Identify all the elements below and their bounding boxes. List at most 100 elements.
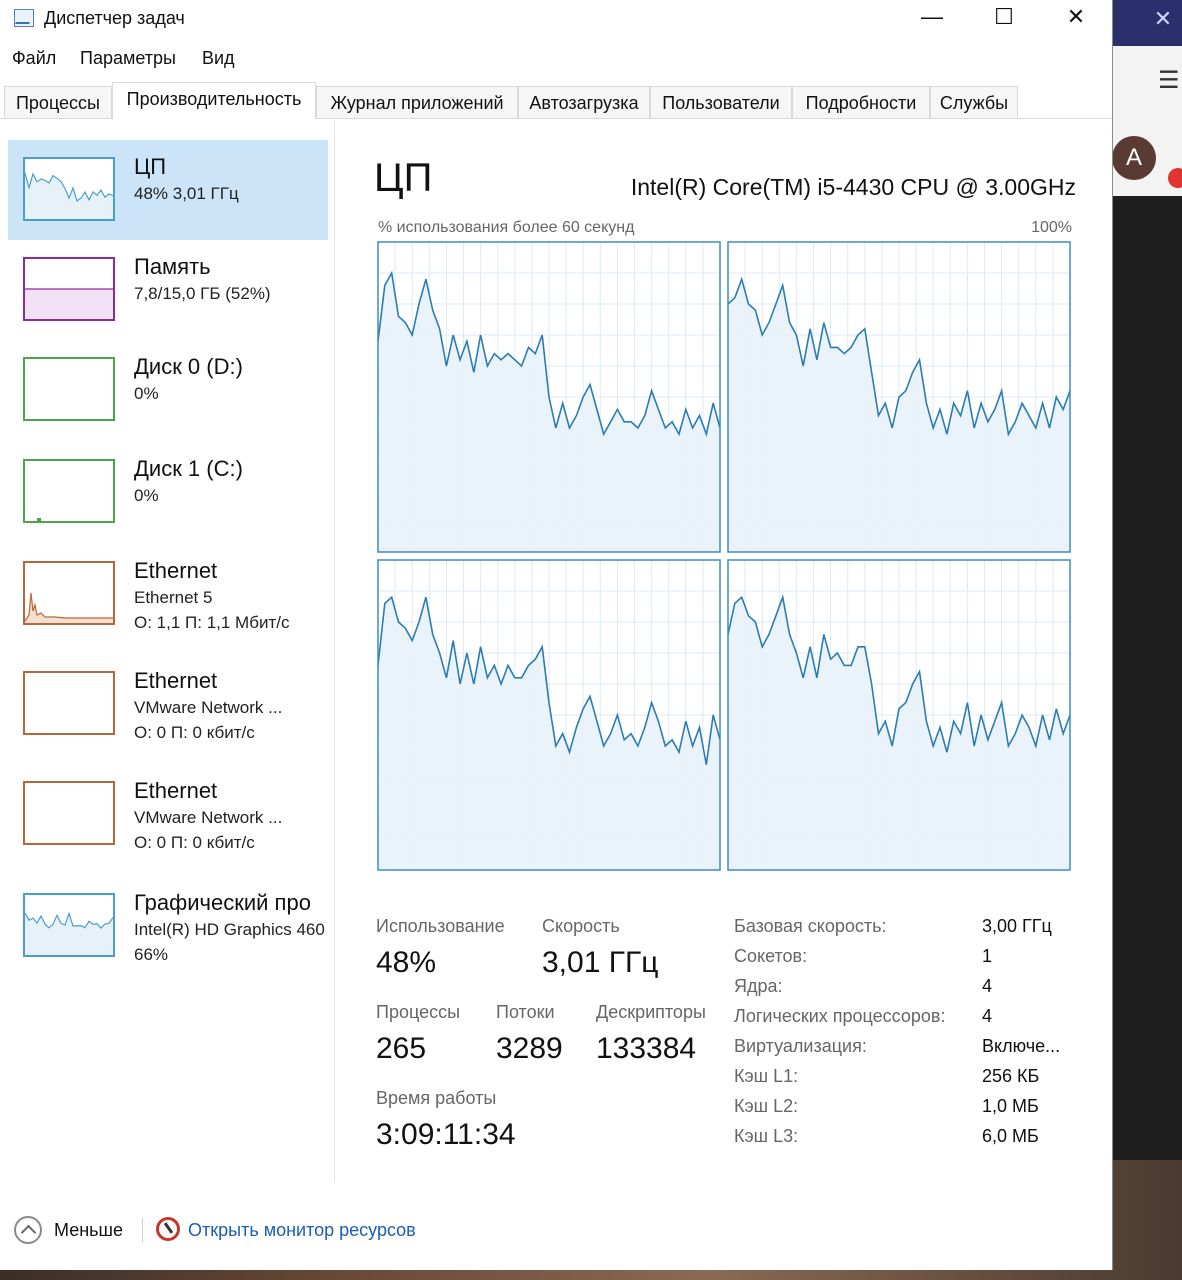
property-value: 256 КБ — [982, 1066, 1040, 1086]
property-value: 1,0 МБ — [982, 1096, 1039, 1116]
sidebar-sparkline-ethernet-5 — [25, 592, 113, 623]
sidebar-thumbnail-disk-1 — [23, 459, 115, 523]
stat-processes-value: 265 — [376, 1032, 427, 1065]
sidebar-item-memory[interactable]: Память 7,8/15,0 ГБ (52%) — [8, 240, 328, 340]
sidebar-item-title: Ethernet — [134, 778, 218, 803]
property-value: 4 — [982, 976, 993, 996]
stat-threads-value: 3289 — [496, 1032, 563, 1065]
sidebar-item-detail: О: 1,1 П: 1,1 Мбит/с — [134, 613, 290, 632]
stat-processes-label: Процессы — [376, 1002, 461, 1022]
property-label: Кэш L3: — [734, 1126, 799, 1146]
core-graph-2 — [377, 559, 721, 871]
property-value: 4 — [982, 1006, 993, 1026]
sidebar-item-detail: О: 0 П: 0 кбит/с — [134, 833, 255, 852]
sidebar-sparkline-disk-1 — [37, 518, 41, 521]
sidebar-item-disk-1[interactable]: Диск 1 (C:) 0% — [8, 442, 328, 542]
background-close-icon: ✕ — [1153, 6, 1173, 31]
sidebar-thumbnail-ethernet-vmware-1 — [23, 671, 115, 735]
property-value: Включе... — [982, 1036, 1061, 1056]
sidebar-item-title: Графический про — [134, 890, 311, 915]
sidebar-sparkline-ethernet-vmware-2 — [25, 783, 113, 843]
core-graph-1 — [727, 241, 1071, 553]
tab-users[interactable]: Пользователи — [650, 86, 792, 118]
stat-speed-value: 3,01 ГГц — [542, 946, 659, 979]
property-label: Сокетов: — [734, 946, 808, 966]
sidebar-item-detail: 0% — [134, 486, 159, 505]
sidebar-item-cpu[interactable]: ЦП 48% 3,01 ГГц — [8, 140, 328, 240]
core-usage-line-1 — [727, 276, 1071, 437]
sidebar-item-title: Ethernet — [134, 668, 218, 693]
close-button[interactable]: ✕ — [1066, 4, 1086, 29]
usage-max-label: 100% — [1031, 219, 1072, 236]
property-label: Базовая скорость: — [734, 916, 887, 936]
open-resource-monitor-link[interactable]: Открыть монитор ресурсов — [188, 1220, 416, 1240]
sidebar-sparkline-memory — [25, 288, 113, 319]
sidebar-item-detail: 48% 3,01 ГГц — [134, 184, 239, 203]
maximize-button[interactable]: ☐ — [994, 4, 1014, 29]
tab-bar: Процессы Производительность Журнал прило… — [0, 82, 1112, 119]
stat-handles-value: 133384 — [596, 1032, 697, 1065]
sidebar-item-detail: 7,8/15,0 ГБ (52%) — [134, 284, 271, 303]
sidebar-item-disk-0[interactable]: Диск 0 (D:) 0% — [8, 340, 328, 440]
sidebar-thumbnail-memory — [23, 257, 115, 321]
sidebar-item-detail: VMware Network ... — [134, 698, 283, 717]
sidebar-item-detail: 66% — [134, 945, 169, 964]
core-usage-line-2 — [377, 595, 721, 765]
menu-file[interactable]: Файл — [12, 48, 57, 68]
minimize-button[interactable]: — — [921, 4, 943, 29]
tab-details[interactable]: Подробности — [792, 86, 930, 118]
property-value: 3,00 ГГц — [982, 916, 1052, 936]
sidebar-item-ethernet-vmware-2[interactable]: Ethernet VMware Network ... О: 0 П: 0 кбит… — [8, 764, 328, 864]
menu-options[interactable]: Параметры — [80, 48, 176, 68]
tab-app-history[interactable]: Журнал приложений — [316, 86, 518, 118]
tab-startup[interactable]: Автозагрузка — [518, 86, 650, 118]
stat-uptime-label: Время работы — [376, 1088, 497, 1108]
tab-performance[interactable]: Производительность — [112, 82, 316, 119]
sidebar-thumbnail-gpu — [23, 893, 115, 957]
property-value: 1 — [982, 946, 993, 966]
sidebar-item-detail: 0% — [134, 384, 159, 403]
stat-uptime-value: 3:09:11:34 — [376, 1118, 516, 1151]
sidebar-thumbnail-ethernet-5 — [23, 561, 115, 625]
sidebar-item-ethernet-vmware-1[interactable]: Ethernet VMware Network ... О: 0 П: 0 кбит… — [8, 654, 328, 754]
fewer-details-button[interactable]: Меньше — [54, 1220, 123, 1240]
stat-usage-value: 48% — [376, 946, 437, 979]
sidebar-item-detail: Intel(R) HD Graphics 460 — [134, 920, 325, 939]
cpu-model-name: Intel(R) Core(TM) i5-4430 CPU @ 3.00GHz — [630, 174, 1076, 200]
sidebar-sparkline-disk-0 — [25, 359, 113, 419]
cpu-detail-panel: ЦП Intel(R) Core(TM) i5-4430 CPU @ 3.00G… — [334, 120, 1112, 1182]
sidebar-item-ethernet-5[interactable]: Ethernet Ethernet 5 О: 1,1 П: 1,1 Мбит/с — [8, 544, 328, 644]
sidebar-item-title: Память — [134, 254, 211, 279]
property-label: Логических процессоров: — [734, 1006, 946, 1026]
sidebar-item-detail: Ethernet 5 — [134, 588, 213, 607]
tab-services[interactable]: Службы — [930, 86, 1018, 118]
core-usage-graphs — [377, 241, 1071, 871]
sidebar-sparkline-cpu — [25, 172, 113, 219]
footer-bar: Меньше Открыть монитор ресурсов — [0, 1206, 1112, 1256]
sidebar-thumbnail-ethernet-vmware-2 — [23, 781, 115, 845]
sidebar-item-title: ЦП — [134, 154, 167, 179]
property-label: Виртуализация: — [734, 1036, 867, 1056]
sidebar-thumbnail-cpu — [23, 157, 115, 221]
task-manager-window: Диспетчер задач — ☐ ✕ Файл Параметры Вид… — [0, 0, 1113, 1270]
stat-usage-label: Использование — [376, 916, 505, 936]
menu-view[interactable]: Вид — [202, 48, 235, 68]
chevron-up-icon[interactable] — [14, 1216, 42, 1244]
core-usage-line-3 — [727, 594, 1071, 753]
tab-processes[interactable]: Процессы — [4, 86, 112, 118]
background-avatar: A — [1112, 136, 1156, 180]
background-browser-tabbar — [1112, 0, 1182, 46]
sidebar-item-title: Ethernet — [134, 558, 218, 583]
stat-handles-label: Дескрипторы — [596, 1002, 706, 1022]
background-dark-area — [1112, 196, 1182, 1160]
sidebar-sparkline-gpu — [25, 911, 113, 955]
stat-threads-label: Потоки — [496, 1002, 555, 1022]
core-graph-3 — [727, 559, 1071, 871]
sidebar-thumbnail-disk-0 — [23, 357, 115, 421]
title-bar: Диспетчер задач — ☐ ✕ — [0, 0, 1112, 38]
sidebar-item-detail: О: 0 П: 0 кбит/с — [134, 723, 255, 742]
stat-speed-label: Скорость — [542, 916, 620, 936]
core-usage-area-2 — [378, 597, 720, 870]
sidebar-item-gpu[interactable]: Графический про Intel(R) HD Graphics 460 6… — [8, 876, 328, 976]
sidebar-item-title: Диск 1 (C:) — [134, 456, 243, 481]
